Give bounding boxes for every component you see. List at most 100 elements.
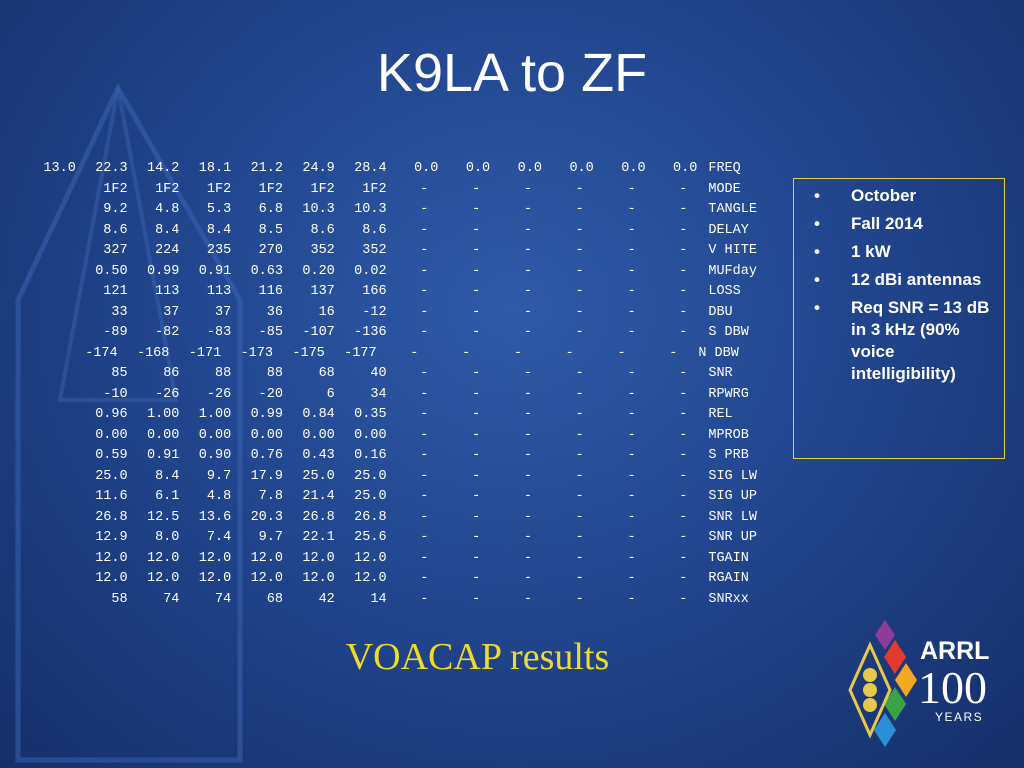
table-cell: - bbox=[627, 304, 636, 320]
table-cell: 12.0 bbox=[250, 550, 283, 566]
table-cell: 327 bbox=[103, 243, 128, 258]
table-cell: - bbox=[472, 304, 481, 320]
table-cell: - bbox=[472, 284, 481, 299]
row-label: TGAIN bbox=[708, 550, 749, 566]
table-cell: - bbox=[523, 202, 532, 217]
table-cell: 21.2 bbox=[250, 161, 283, 176]
table-cell: - bbox=[420, 571, 429, 586]
table-cell: 86 bbox=[163, 366, 180, 381]
table-row: 85 86 88 88 68 40 - - - - - - SNR bbox=[24, 364, 757, 385]
table-spacer bbox=[24, 385, 76, 406]
table-cell: 26.8 bbox=[302, 509, 335, 525]
arrl-logo: ARRL 100 YEARS bbox=[848, 620, 989, 747]
table-cell: 1.00 bbox=[198, 407, 232, 422]
table-cell: - bbox=[679, 243, 688, 258]
bullet: Fall 2014 bbox=[794, 213, 1004, 235]
table-cell: 0.00 bbox=[354, 427, 387, 443]
table-cell: - bbox=[523, 243, 532, 258]
table-cell: 0.0 bbox=[517, 161, 542, 176]
table-cell: 11.6 bbox=[95, 489, 128, 504]
table-cell: -177 bbox=[344, 345, 377, 361]
row-label: SNR UP bbox=[708, 530, 757, 545]
table-cell: 42 bbox=[318, 591, 335, 607]
table-cell: - bbox=[627, 509, 636, 525]
table-cell: - bbox=[523, 407, 532, 422]
table-cell: 12.0 bbox=[354, 571, 387, 586]
table-cell: - bbox=[627, 427, 636, 443]
table-cell: - bbox=[420, 222, 429, 238]
table-cell: - bbox=[627, 468, 636, 484]
table-cell: 22.3 bbox=[95, 161, 128, 176]
table-cell: - bbox=[472, 325, 481, 340]
table-row: 0.50 0.99 0.91 0.63 0.20 0.02 - - - - - - MUFday bbox=[24, 262, 757, 283]
row-label: S DBW bbox=[708, 325, 749, 340]
table-cell: - bbox=[472, 181, 481, 197]
table-cell: 25.6 bbox=[354, 530, 387, 545]
row-label: MODE bbox=[708, 181, 741, 197]
table-row: 121 113 113 116 137 166 - - - - - - LOSS bbox=[24, 282, 757, 303]
table-row: 0.00 0.00 0.00 0.00 0.00 0.00 - - - - - - MPROB bbox=[24, 426, 757, 447]
table-cell: 0.20 bbox=[302, 263, 335, 279]
table-cell: - bbox=[575, 509, 584, 525]
table-cell: - bbox=[575, 304, 584, 320]
table-cell: - bbox=[523, 181, 532, 197]
table-cell: 4.8 bbox=[206, 489, 232, 504]
table-cell: 270 bbox=[258, 243, 283, 258]
table-cell: - bbox=[575, 407, 584, 422]
row-label: SNR LW bbox=[708, 509, 757, 525]
table-cell: -174 bbox=[85, 345, 118, 361]
table-row: 12.0 12.0 12.0 12.0 12.0 12.0 - - - - - - TGAIN bbox=[24, 549, 757, 570]
table-cell: -83 bbox=[206, 325, 232, 340]
table-row: 33 37 37 36 16 -12 - - - - - - DBU bbox=[24, 303, 757, 324]
table-cell: - bbox=[627, 243, 636, 258]
table-cell: - bbox=[679, 181, 688, 197]
table-cell: - bbox=[679, 284, 688, 299]
table-cell: - bbox=[472, 243, 481, 258]
table-cell: 7.4 bbox=[206, 530, 232, 545]
table-cell: 25.0 bbox=[354, 468, 387, 484]
table-cell: 25.0 bbox=[354, 489, 387, 504]
table-cell: 113 bbox=[206, 284, 232, 299]
table-cell: - bbox=[523, 427, 532, 443]
table-cell: 20.3 bbox=[250, 509, 283, 525]
table-cell: 5.3 bbox=[206, 202, 232, 217]
table-row: -89 -82 -83 -85 -107 -136 - - - - - - S DBW bbox=[24, 323, 757, 344]
table-cell: - bbox=[513, 345, 522, 361]
table-spacer bbox=[24, 528, 76, 549]
table-cell: 34 bbox=[370, 386, 387, 402]
table-cell: 14 bbox=[370, 591, 387, 607]
table-cell: 12.0 bbox=[198, 550, 232, 566]
table-cell: - bbox=[679, 427, 688, 443]
table-cell: - bbox=[575, 427, 584, 443]
table-cell: 0.0 bbox=[569, 161, 594, 176]
table-cell: - bbox=[420, 325, 429, 340]
table-row: 26.8 12.5 13.6 20.3 26.8 26.8 - - - - - - SNR LW bbox=[24, 508, 757, 529]
table-cell: 25.0 bbox=[95, 468, 128, 484]
table-cell: 0.16 bbox=[354, 448, 387, 463]
table-cell: -168 bbox=[136, 345, 170, 361]
table-cell: 36 bbox=[266, 304, 283, 320]
table-cell: 12.5 bbox=[146, 509, 180, 525]
table-cell: - bbox=[420, 304, 429, 320]
table-cell: 0.96 bbox=[95, 407, 128, 422]
table-cell: - bbox=[420, 530, 429, 545]
table-cell: - bbox=[420, 550, 429, 566]
row-label: MUFday bbox=[708, 263, 757, 279]
table-cell: 1F2 bbox=[206, 181, 232, 197]
table-cell: - bbox=[523, 489, 532, 504]
table-cell: - bbox=[523, 448, 532, 463]
table-cell: 0.91 bbox=[198, 263, 232, 279]
table-cell: - bbox=[523, 468, 532, 484]
table-row: 12.0 12.0 12.0 12.0 12.0 12.0 - - - - - - RGAIN bbox=[24, 569, 757, 590]
table-cell: - bbox=[420, 509, 429, 525]
table-row: -10 -26 -26 -20 6 34 - - - - - - RPWRG bbox=[24, 385, 757, 406]
table-cell: - bbox=[472, 468, 481, 484]
table-cell: 0.76 bbox=[250, 448, 283, 463]
voacap-table: 13.0 22.3 14.2 18.1 21.2 24.9 28.4 0.0 0.0 0.0 0.0… bbox=[24, 159, 757, 610]
table-cell: 24.9 bbox=[302, 161, 335, 176]
table-cell: 22.1 bbox=[302, 530, 335, 545]
bullet: 12 dBi antennas bbox=[794, 269, 1004, 291]
table-cell: 12.0 bbox=[146, 571, 180, 586]
row-label: SNRxx bbox=[708, 591, 749, 607]
row-label: DBU bbox=[708, 304, 733, 320]
